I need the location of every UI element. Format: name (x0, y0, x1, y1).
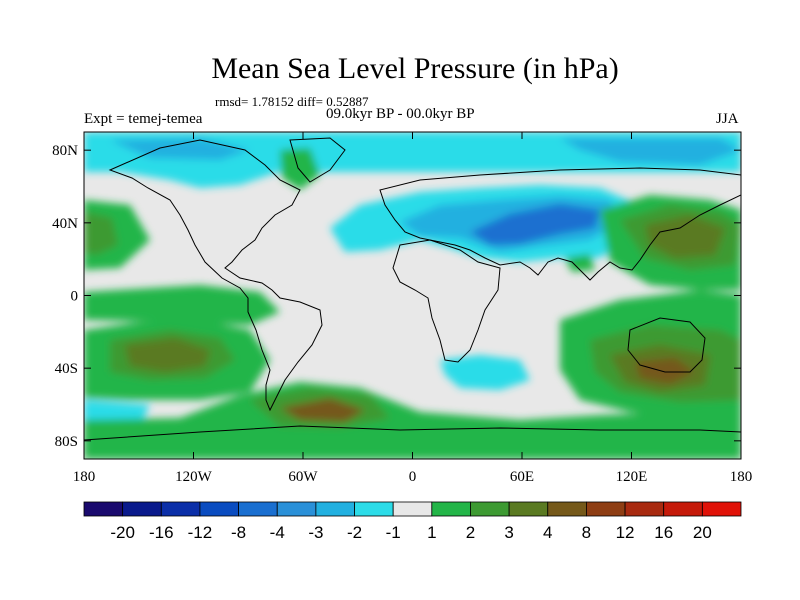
region-south-atlantic-core (280, 398, 365, 422)
colorbar-label: -4 (270, 523, 285, 542)
coastline-africa (392, 239, 501, 363)
colorbar-swatch (392, 501, 433, 517)
coastline-australia (627, 317, 706, 373)
region-india-patch (565, 254, 595, 272)
colorbar-swatch (624, 501, 665, 517)
map-field (84, 132, 741, 459)
x-axis: 180 120W 60W 0 60E 120E 180 (73, 132, 753, 485)
colorbar-label: 16 (654, 523, 673, 542)
colorbar-label: 4 (543, 523, 552, 542)
coastlines (84, 137, 741, 441)
coastline-antarctica (84, 425, 741, 441)
x-tick-label: 120W (175, 469, 213, 485)
colorbar-label: 2 (466, 523, 475, 542)
colorbar-swatch (276, 501, 317, 517)
colorbar-swatch (122, 501, 162, 517)
colorbar-label: -12 (188, 523, 213, 542)
region-asia-low-core (470, 204, 600, 245)
colorbar: -20 -16 -12 -8 -4 -3 -2 -1 1 2 3 4 8 12 16 20 (83, 501, 742, 542)
colorbar-swatch (431, 501, 471, 517)
x-tick-label: 180 (73, 469, 96, 485)
region-tropical-pacific (84, 285, 280, 325)
stats-text: rmsd= 1.78152 diff= 0.52887 (215, 94, 369, 109)
colorbar-swatch (701, 501, 742, 517)
colorbar-swatch (160, 501, 201, 517)
y-tick-label: 0 (71, 289, 79, 305)
experiment-label: Expt = temej-temea (84, 111, 203, 127)
y-tick-label: 80S (55, 434, 78, 450)
colorbar-label: -3 (308, 523, 323, 542)
region-australia-core (635, 358, 695, 384)
region-south-pacific-high-core (125, 338, 210, 372)
region-west-pacific-core (645, 215, 725, 258)
x-tick-label: 60W (288, 469, 318, 485)
season-label: JJA (716, 111, 739, 127)
colorbar-label: -2 (347, 523, 362, 542)
colorbar-swatch (470, 501, 510, 517)
y-axis: 80N 40N 0 40S 80S (52, 143, 741, 450)
x-tick-label: 60E (510, 469, 534, 485)
coastline-greenland (289, 137, 346, 183)
region-siberia-low (560, 138, 741, 165)
colorbar-label: 1 (427, 523, 436, 542)
y-tick-label: 80N (52, 143, 78, 159)
colorbar-swatch (547, 501, 587, 517)
coastline-eurasia (379, 167, 741, 281)
colorbar-swatch (238, 501, 278, 517)
colorbar-label: -1 (386, 523, 401, 542)
region-greenland-high (280, 148, 320, 190)
period-label: 09.0kyr BP - 00.0kyr BP (326, 106, 475, 122)
colorbar-label: 8 (582, 523, 591, 542)
colorbar-label: 12 (616, 523, 635, 542)
colorbar-swatch (663, 501, 703, 517)
colorbar-swatch (354, 501, 394, 517)
colorbar-label: -8 (231, 523, 246, 542)
colorbar-swatch (315, 501, 355, 517)
x-tick-label: 0 (409, 469, 417, 485)
x-tick-label: 120E (616, 469, 648, 485)
coastline-americas (108, 139, 323, 412)
x-tick-label: 180 (730, 469, 753, 485)
colorbar-label: 20 (693, 523, 712, 542)
colorbar-label: -16 (149, 523, 174, 542)
colorbar-swatch (83, 501, 124, 517)
colorbar-swatch (586, 501, 626, 517)
colorbar-swatch (199, 501, 239, 517)
region-south-indian-low (440, 355, 530, 390)
colorbar-swatch (508, 501, 549, 517)
y-tick-label: 40N (52, 216, 78, 232)
map-title: Mean Sea Level Pressure (in hPa) (211, 52, 619, 85)
region-southern-band (84, 382, 741, 459)
y-tick-label: 40S (55, 361, 78, 377)
colorbar-label: -20 (110, 523, 135, 542)
region-east-pacific-high-mid (84, 212, 118, 255)
colorbar-label: 3 (504, 523, 513, 542)
